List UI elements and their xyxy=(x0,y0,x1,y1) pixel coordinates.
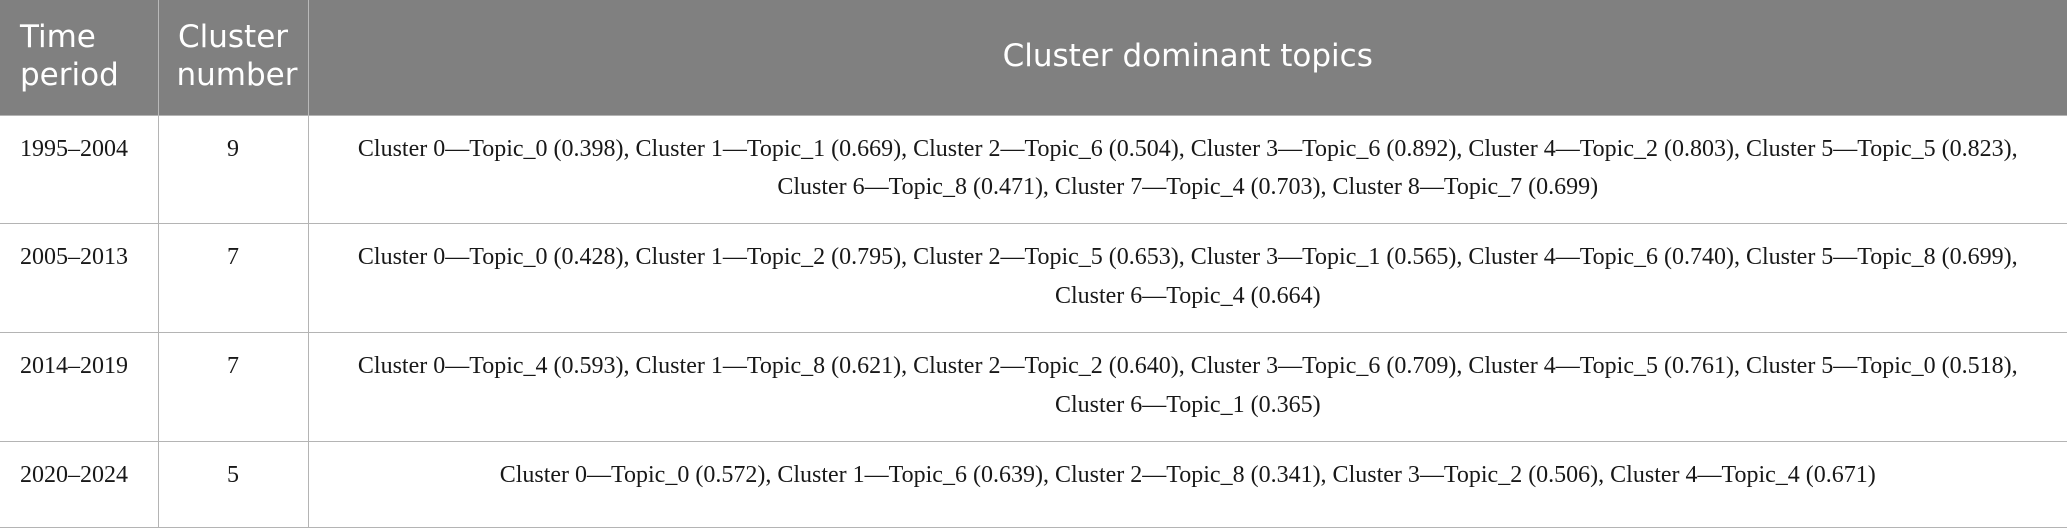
table-row: 2005–2013 7 Cluster 0—Topic_0 (0.428), C… xyxy=(0,223,2067,333)
cell-cluster-number: 5 xyxy=(158,440,309,528)
column-header-cluster-dominant-topics: Cluster dominant topics xyxy=(308,0,2067,115)
cell-time-period: 1995–2004 xyxy=(0,114,159,224)
cell-cluster-number: 7 xyxy=(158,223,309,333)
table-header: Time period Cluster number Cluster domin… xyxy=(0,0,2067,115)
cell-dominant-topics: Cluster 0—Topic_0 (0.398), Cluster 1—Top… xyxy=(308,114,2067,224)
column-header-time-period: Time period xyxy=(0,0,159,115)
cell-time-period: 2014–2019 xyxy=(0,332,159,442)
column-header-cluster-number: Cluster number xyxy=(158,0,309,115)
cell-cluster-number: 9 xyxy=(158,114,309,224)
table-header-row: Time period Cluster number Cluster domin… xyxy=(0,0,2067,115)
cell-dominant-topics: Cluster 0—Topic_0 (0.572), Cluster 1—Top… xyxy=(308,440,2067,528)
table-row: 2020–2024 5 Cluster 0—Topic_0 (0.572), C… xyxy=(0,440,2067,528)
cell-dominant-topics: Cluster 0—Topic_4 (0.593), Cluster 1—Top… xyxy=(308,332,2067,442)
table-row: 1995–2004 9 Cluster 0—Topic_0 (0.398), C… xyxy=(0,114,2067,224)
table-row: 2014–2019 7 Cluster 0—Topic_4 (0.593), C… xyxy=(0,332,2067,442)
cell-dominant-topics: Cluster 0—Topic_0 (0.428), Cluster 1—Top… xyxy=(308,223,2067,333)
cell-time-period: 2020–2024 xyxy=(0,440,159,528)
cell-time-period: 2005–2013 xyxy=(0,223,159,333)
cell-cluster-number: 7 xyxy=(158,332,309,442)
table-body: 1995–2004 9 Cluster 0—Topic_0 (0.398), C… xyxy=(0,114,2067,528)
